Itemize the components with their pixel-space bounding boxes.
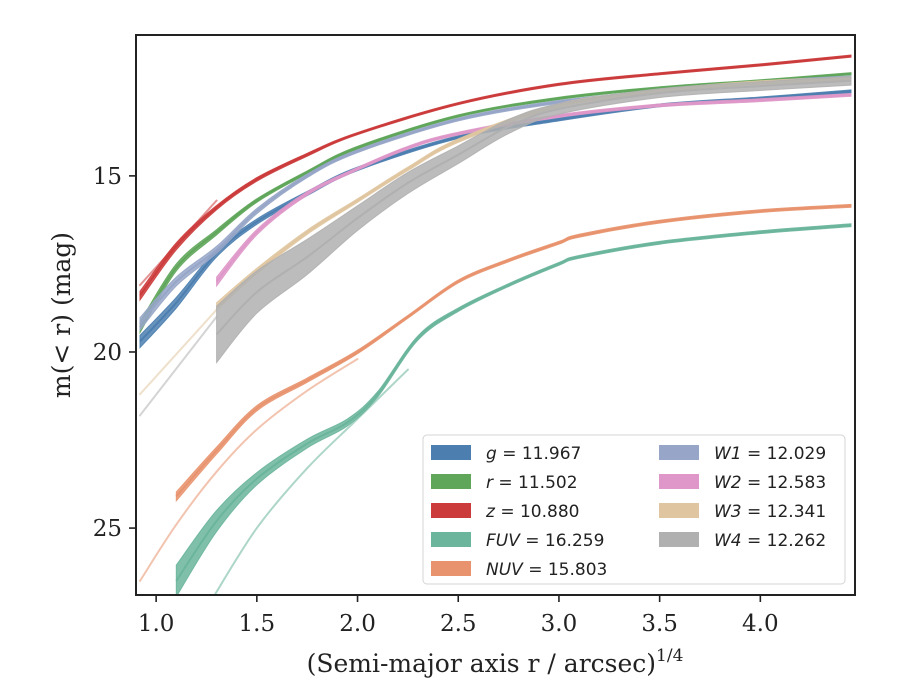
faded-line-fuv — [213, 368, 409, 595]
line-z — [139, 55, 852, 297]
legend-swatch-w2 — [659, 474, 699, 489]
legend-swatch-w1 — [659, 445, 699, 460]
y-tick-label: 15 — [93, 164, 122, 190]
band-w4 — [216, 75, 852, 364]
legend-label-w2: W2 = 12.583 — [714, 473, 826, 493]
line-fuv — [175, 224, 852, 582]
legend: g = 11.967 r = 11.502 z = 10.880 FUV = 16.2… — [422, 434, 846, 585]
band-nuv — [175, 203, 852, 503]
legend-swatch-w4 — [659, 532, 699, 547]
x-tick-label: 1.5 — [239, 611, 276, 637]
band-w2 — [216, 92, 852, 288]
tick-layer: 1.0 1.5 2.0 2.5 3.0 3.5 4.0 15 20 25 — [93, 164, 779, 637]
legend-label-r: r = 11.502 — [486, 473, 578, 493]
legend-label-g: g = 11.967 — [486, 444, 581, 464]
faded-line-nuv — [139, 358, 359, 582]
legend-frame — [422, 434, 846, 585]
y-tick-label: 20 — [93, 340, 122, 366]
x-axis-label-text: (Semi-major axis r / arcsec) — [307, 649, 656, 678]
legend-label-fuv: FUV = 16.259 — [486, 531, 604, 551]
x-tick-label: 1.0 — [138, 611, 175, 637]
legend-label-nuv: NUV = 15.803 — [486, 560, 607, 580]
line-nuv — [175, 204, 852, 498]
legend-label-w1: W1 = 12.029 — [714, 444, 826, 464]
band-fuv — [175, 223, 852, 595]
faded-line-w4 — [139, 315, 218, 417]
x-tick-label: 3.0 — [541, 611, 578, 637]
y-axis-label: m(< r) (mag) — [47, 232, 76, 398]
legend-swatch-fuv — [431, 532, 471, 547]
x-axis-label-exponent: 1/4 — [656, 646, 683, 666]
faded-line-w3 — [139, 308, 218, 396]
x-tick-label: 2.5 — [440, 611, 477, 637]
legend-swatch-nuv — [431, 561, 471, 576]
plot-frame — [135, 34, 856, 596]
legend-label-z: z = 10.880 — [485, 502, 579, 522]
x-axis-label: (Semi-major axis r / arcsec)1/4 — [307, 646, 684, 678]
x-tick-label: 3.5 — [641, 611, 678, 637]
band-z — [139, 54, 852, 302]
line-w4 — [215, 79, 852, 336]
legend-swatch-r — [431, 474, 471, 489]
legend-label-w3: W3 = 12.341 — [714, 502, 826, 522]
y-tick-label: 25 — [93, 516, 122, 542]
x-tick-label: 4.0 — [742, 611, 779, 637]
line-r — [139, 72, 852, 328]
legend-swatch-w3 — [659, 503, 699, 518]
legend-label-w4: W4 = 12.262 — [714, 531, 826, 551]
series-layer — [139, 54, 852, 595]
legend-swatch-g — [431, 445, 471, 460]
legend-swatch-z — [431, 503, 471, 518]
x-tick-label: 2.0 — [339, 611, 376, 637]
line-w2 — [215, 93, 852, 283]
band-r — [139, 72, 852, 335]
